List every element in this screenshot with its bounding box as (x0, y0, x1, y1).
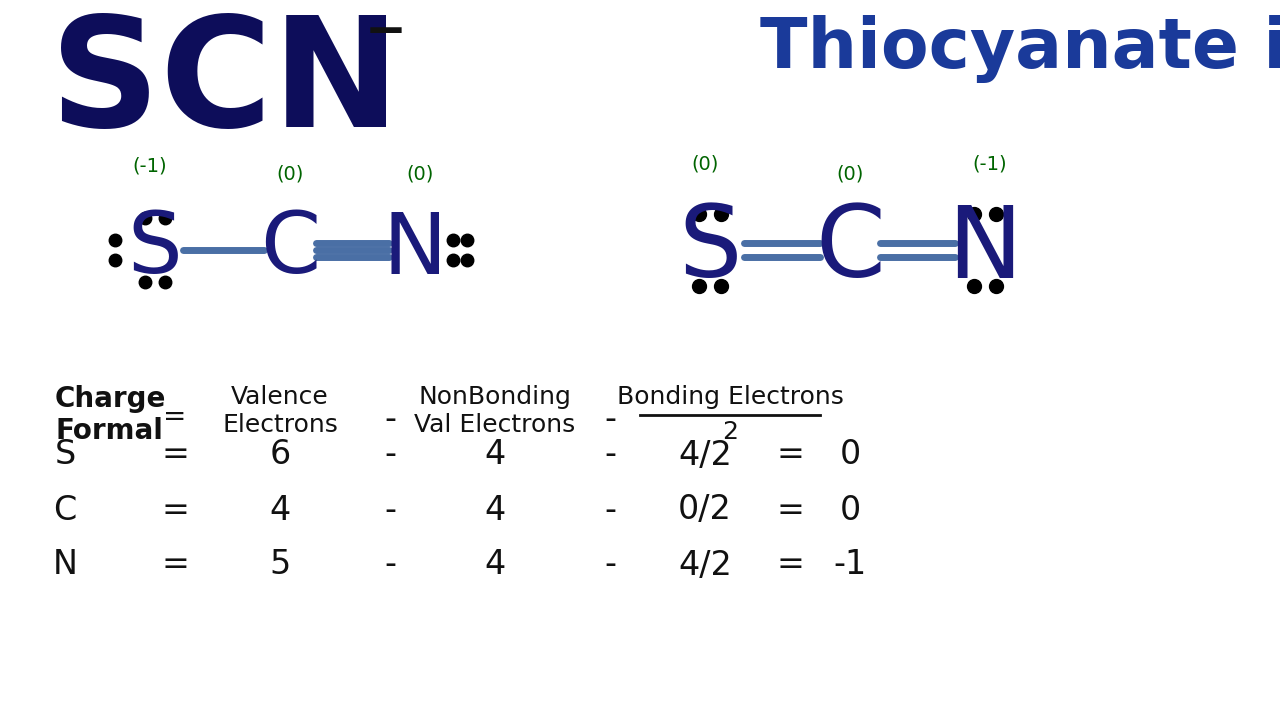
Text: Bonding Electrons: Bonding Electrons (617, 385, 844, 409)
Text: (-1): (-1) (133, 157, 168, 176)
Text: 0: 0 (840, 438, 860, 472)
Text: =: = (164, 403, 187, 431)
Text: Thiocyanate ion: Thiocyanate ion (760, 15, 1280, 83)
Text: −: − (365, 8, 407, 56)
Text: 4: 4 (484, 438, 506, 472)
Text: 5: 5 (269, 549, 291, 582)
Text: C: C (815, 202, 884, 299)
Text: -: - (604, 438, 616, 472)
Text: -: - (604, 403, 616, 436)
Text: =: = (161, 438, 189, 472)
Text: 0: 0 (840, 493, 860, 526)
Text: 0/2: 0/2 (678, 493, 732, 526)
Text: (0): (0) (406, 165, 434, 184)
Text: SCN: SCN (50, 10, 399, 159)
Text: S: S (128, 209, 182, 292)
Text: Valence
Electrons: Valence Electrons (221, 385, 338, 437)
Text: 4: 4 (484, 549, 506, 582)
Text: =: = (161, 549, 189, 582)
Text: (0): (0) (691, 155, 718, 174)
Text: C: C (260, 209, 320, 292)
Text: -: - (604, 493, 616, 526)
Text: (-1): (-1) (973, 155, 1007, 174)
Text: 2: 2 (722, 420, 739, 444)
Text: S: S (54, 438, 76, 472)
Text: N: N (947, 202, 1023, 299)
Text: Charge
Formal: Charge Formal (55, 385, 166, 446)
Text: C: C (54, 493, 77, 526)
Text: -1: -1 (833, 549, 867, 582)
Text: -: - (384, 438, 396, 472)
Text: =: = (776, 493, 804, 526)
Text: =: = (776, 438, 804, 472)
Text: 4/2: 4/2 (678, 549, 732, 582)
Text: N: N (52, 549, 78, 582)
Text: =: = (161, 493, 189, 526)
Text: -: - (384, 493, 396, 526)
Text: 4: 4 (269, 493, 291, 526)
Text: 4: 4 (484, 493, 506, 526)
Text: =: = (776, 549, 804, 582)
Text: 6: 6 (269, 438, 291, 472)
Text: S: S (678, 202, 741, 299)
Text: -: - (384, 549, 396, 582)
Text: (0): (0) (276, 165, 303, 184)
Text: N: N (383, 209, 447, 292)
Text: 4/2: 4/2 (678, 438, 732, 472)
Text: -: - (604, 549, 616, 582)
Text: (0): (0) (836, 165, 864, 184)
Text: NonBonding
Val Electrons: NonBonding Val Electrons (415, 385, 576, 437)
Text: -: - (384, 403, 396, 436)
